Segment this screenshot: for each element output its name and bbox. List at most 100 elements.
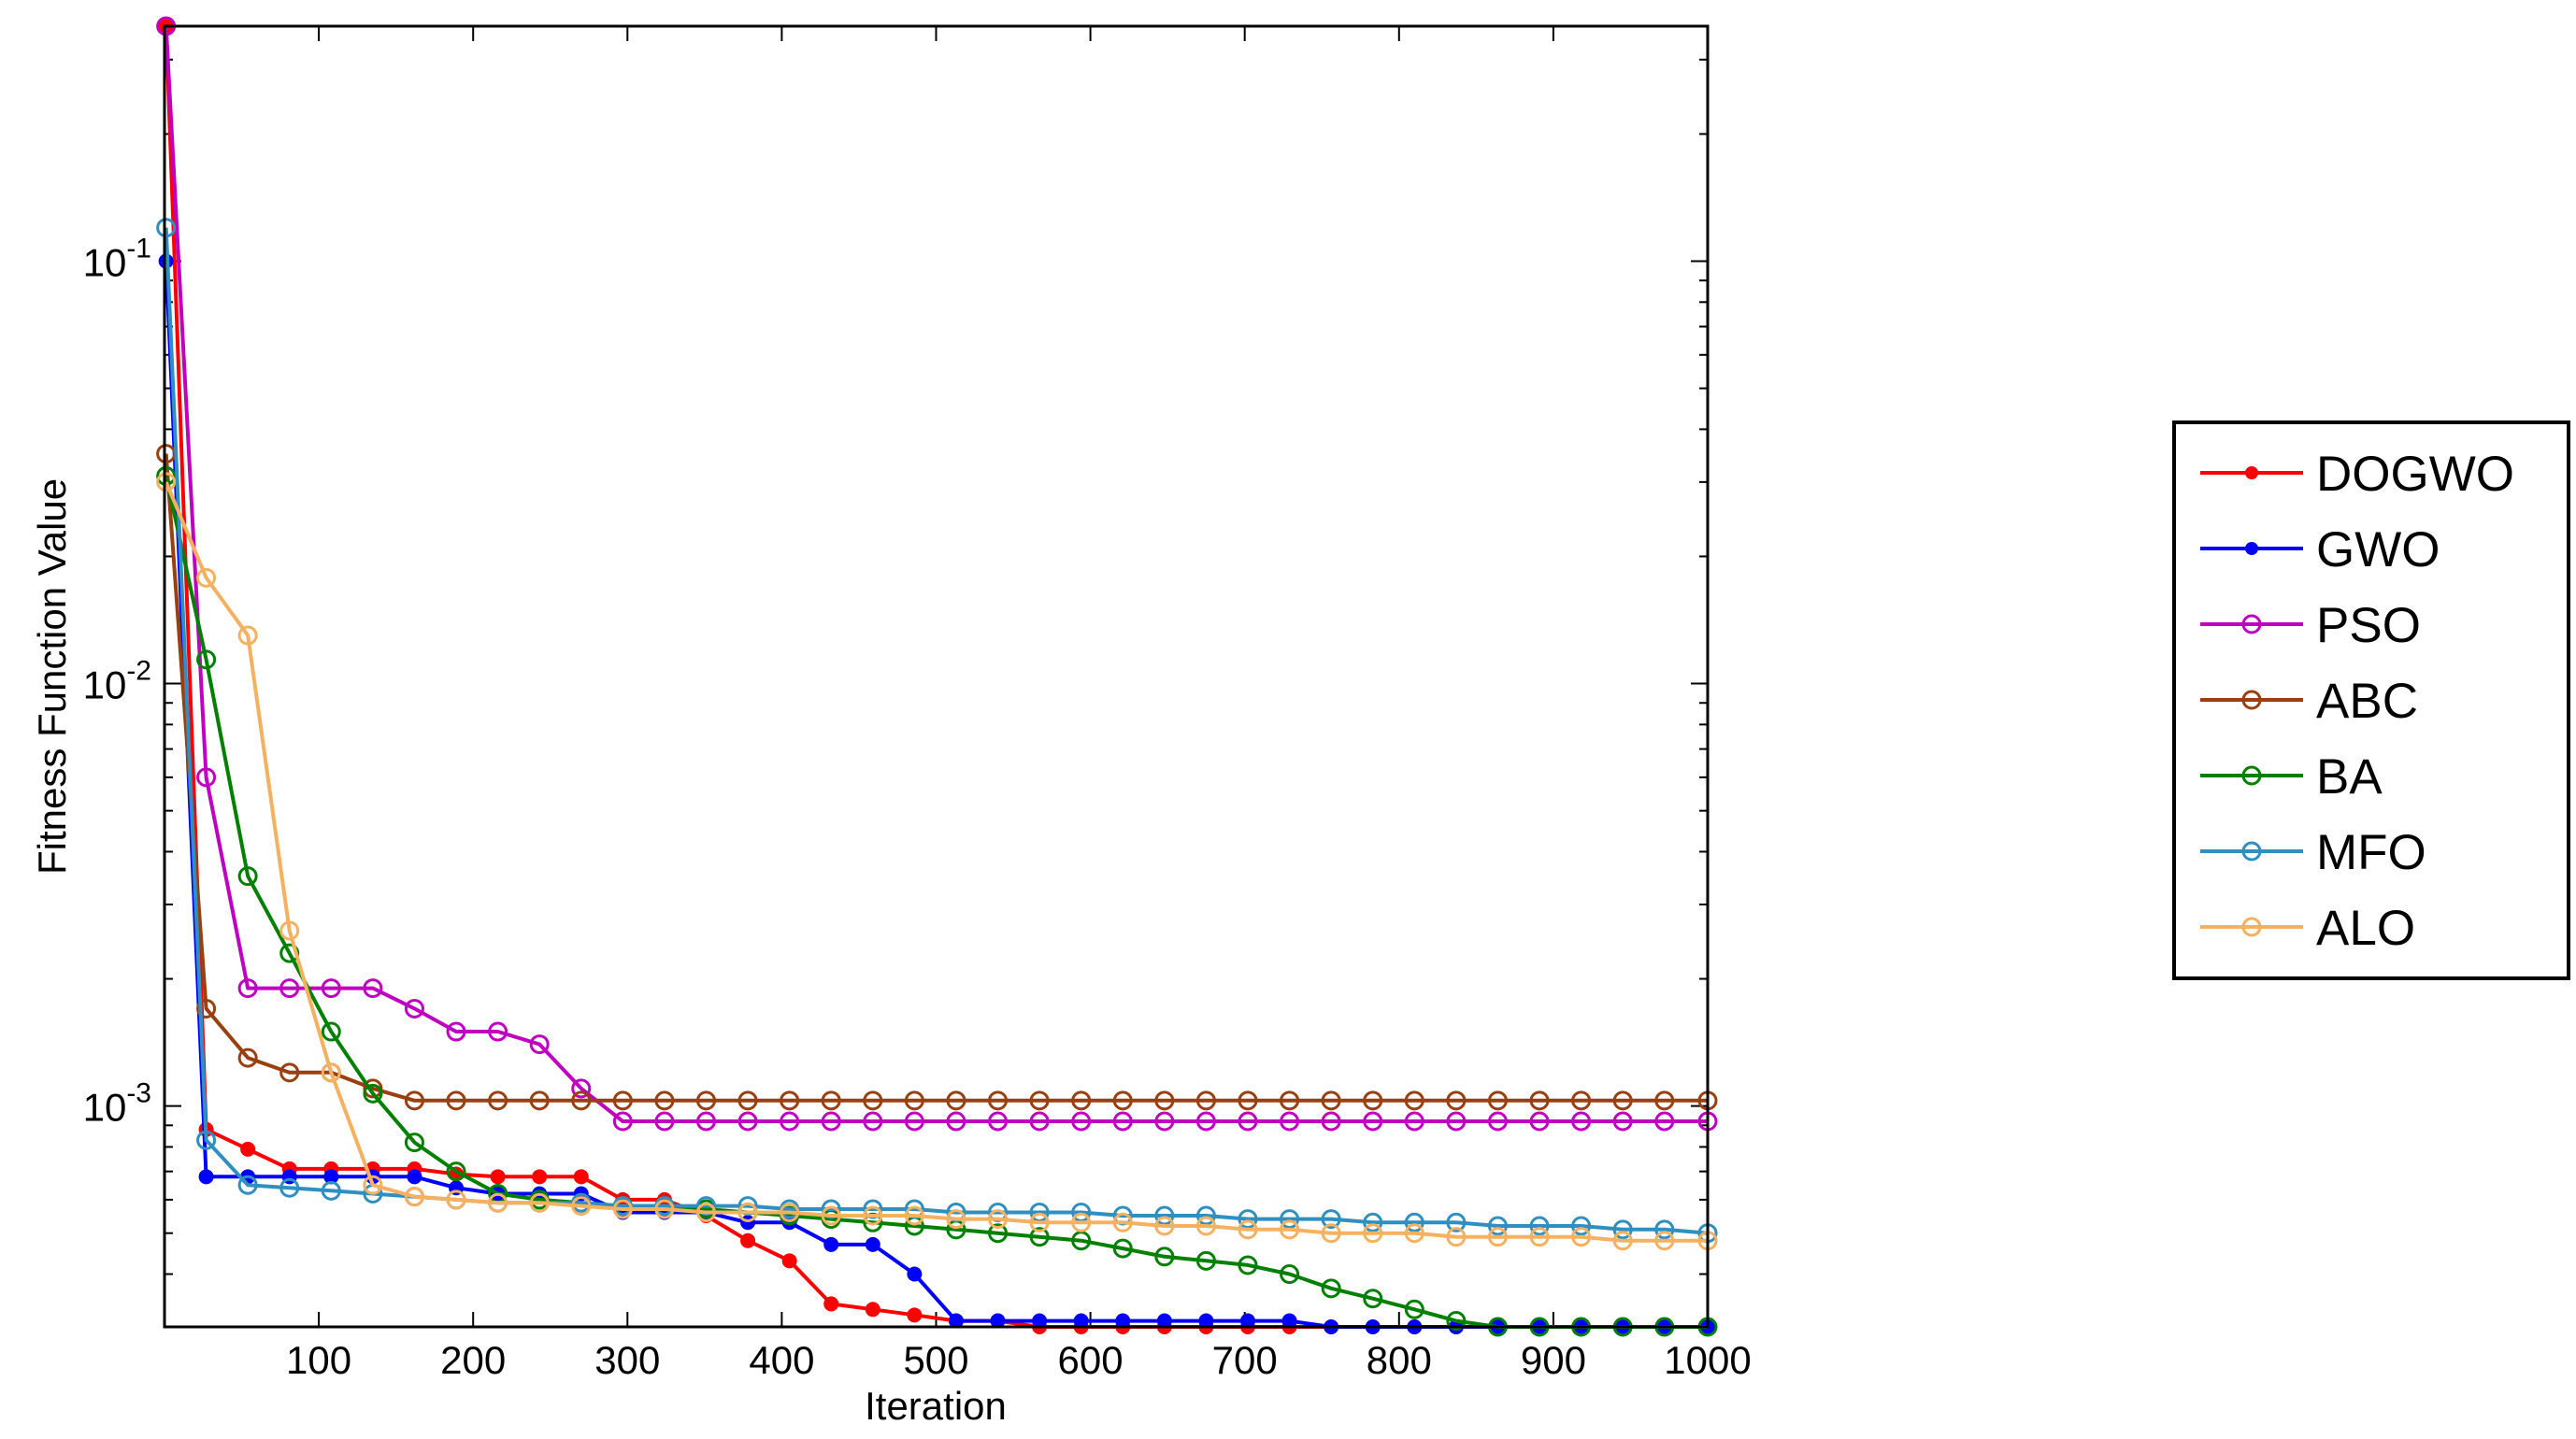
- data-point-pso: [1238, 1111, 1258, 1132]
- data-point-abc: [612, 1090, 633, 1111]
- data-point-mfo: [1321, 1209, 1341, 1230]
- data-point-abc: [1654, 1090, 1675, 1111]
- data-point-dogwo: [532, 1169, 548, 1185]
- data-point-ba: [404, 1133, 424, 1153]
- data-point-ba: [321, 1021, 341, 1042]
- data-point-pso: [446, 1021, 466, 1042]
- data-point-alo: [321, 1062, 341, 1083]
- data-point-alo: [196, 567, 217, 588]
- data-point-mfo: [1446, 1212, 1467, 1232]
- data-point-dogwo: [781, 1253, 797, 1269]
- data-point-mfo: [196, 1130, 217, 1150]
- data-point-abc: [1195, 1090, 1216, 1111]
- data-point-mfo: [1280, 1209, 1300, 1230]
- data-point-gwo: [1281, 1313, 1297, 1329]
- legend-item-gwo: GWO: [2200, 522, 2440, 577]
- x-tick-label: 400: [749, 1338, 814, 1382]
- data-point-abc: [946, 1090, 966, 1111]
- legend-item-pso: PSO: [2200, 598, 2421, 653]
- data-point-gwo: [1156, 1313, 1172, 1329]
- legend-label-gwo: GWO: [2316, 522, 2440, 577]
- x-tick-label: 300: [594, 1338, 660, 1382]
- data-point-pso: [1029, 1111, 1050, 1132]
- data-point-alo: [1321, 1223, 1341, 1244]
- data-point-mfo: [1363, 1212, 1383, 1232]
- data-point-alo: [446, 1190, 466, 1210]
- data-point-abc: [1529, 1090, 1550, 1111]
- data-point-gwo: [407, 1169, 422, 1185]
- x-tick-label: 900: [1521, 1338, 1586, 1382]
- data-point-alo: [1071, 1212, 1092, 1232]
- data-point-mfo: [279, 1177, 300, 1198]
- data-point-alo: [363, 1175, 383, 1195]
- data-point-gwo: [907, 1266, 923, 1282]
- data-point-ba: [1280, 1264, 1300, 1285]
- data-point-ba: [1154, 1247, 1175, 1267]
- data-point-gwo: [1032, 1313, 1048, 1329]
- data-point-alo: [904, 1205, 924, 1226]
- data-point-abc: [1363, 1090, 1383, 1111]
- data-point-pso: [780, 1111, 800, 1132]
- data-point-pso: [1321, 1111, 1341, 1132]
- x-tick-label: 100: [286, 1338, 351, 1382]
- data-point-mfo: [1654, 1219, 1675, 1240]
- data-point-alo: [1487, 1227, 1508, 1247]
- data-point-abc: [237, 1047, 258, 1068]
- data-point-alo: [863, 1205, 883, 1226]
- x-tick-label: 700: [1212, 1338, 1278, 1382]
- data-point-abc: [821, 1090, 841, 1111]
- data-point-pso: [196, 767, 217, 788]
- legend-label-abc: ABC: [2316, 674, 2418, 729]
- plot-frame: [163, 24, 1710, 1329]
- x-tick-label: 600: [1058, 1338, 1123, 1382]
- legend-marker-gwo: [2245, 542, 2258, 555]
- y-tick-label: 10-3: [83, 1078, 151, 1130]
- data-point-ba: [1238, 1255, 1258, 1275]
- data-point-alo: [1195, 1216, 1216, 1236]
- data-point-mfo: [1238, 1209, 1258, 1230]
- data-point-abc: [1612, 1090, 1633, 1111]
- x-tick-label: 1000: [1664, 1338, 1751, 1382]
- legend-marker-mfo: [2241, 841, 2262, 862]
- data-point-abc: [737, 1090, 758, 1111]
- data-point-pso: [1154, 1111, 1175, 1132]
- data-point-dogwo: [907, 1307, 923, 1323]
- data-point-alo: [488, 1192, 508, 1213]
- data-point-abc: [404, 1090, 424, 1111]
- data-point-mfo: [1487, 1216, 1508, 1236]
- data-point-abc: [696, 1090, 717, 1111]
- data-point-abc: [488, 1090, 508, 1111]
- data-point-alo: [1446, 1227, 1467, 1247]
- data-point-pso: [612, 1111, 633, 1132]
- data-point-ba: [1321, 1278, 1341, 1299]
- data-point-alo: [1154, 1216, 1175, 1236]
- data-point-gwo: [1198, 1313, 1214, 1329]
- data-point-ba: [988, 1223, 1009, 1244]
- x-tick-label: 200: [440, 1338, 506, 1382]
- data-point-alo: [946, 1209, 966, 1230]
- data-point-pso: [1571, 1111, 1592, 1132]
- data-point-alo: [988, 1209, 1009, 1230]
- data-point-abc: [529, 1090, 550, 1111]
- series-line-alo: [164, 481, 1708, 1243]
- data-point-alo: [1280, 1219, 1300, 1240]
- data-point-alo: [1529, 1227, 1550, 1247]
- legend-label-mfo: MFO: [2316, 825, 2426, 880]
- data-point-alo: [737, 1202, 758, 1222]
- data-point-pso: [1612, 1111, 1633, 1132]
- data-point-mfo: [156, 218, 177, 238]
- data-point-pso: [737, 1111, 758, 1132]
- data-point-pso: [1529, 1111, 1550, 1132]
- data-point-abc: [904, 1090, 924, 1111]
- legend-item-ba: BA: [2200, 749, 2383, 805]
- data-point-ba: [1363, 1289, 1383, 1309]
- data-point-dogwo: [240, 1141, 256, 1157]
- data-point-abc: [196, 998, 217, 1019]
- data-point-pso: [654, 1111, 675, 1132]
- data-point-abc: [1154, 1090, 1175, 1111]
- data-point-abc: [446, 1090, 466, 1111]
- data-point-abc: [780, 1090, 800, 1111]
- legend-item-mfo: MFO: [2200, 825, 2426, 880]
- data-point-pso: [279, 978, 300, 999]
- data-point-alo: [1654, 1231, 1675, 1251]
